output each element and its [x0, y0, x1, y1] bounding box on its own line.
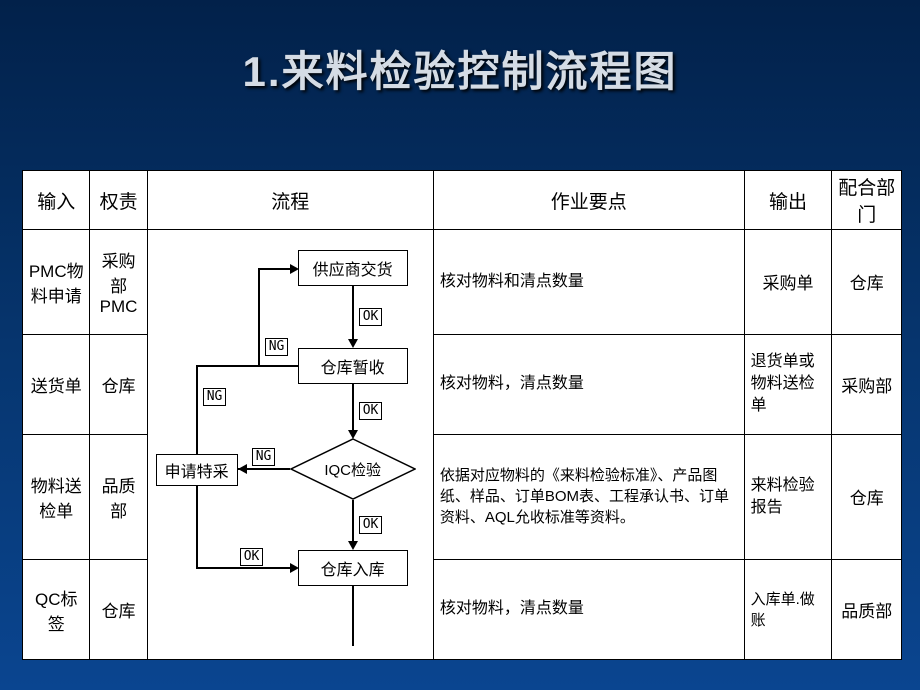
arrow-left-icon: [290, 264, 299, 274]
th-dept: 配合部门: [832, 171, 902, 230]
cell-output: 退货单或物料送检单: [744, 334, 832, 434]
th-flow: 流程: [147, 171, 433, 230]
edge-line: [352, 500, 354, 542]
edge-line: [258, 268, 290, 270]
process-table: 输入 权责 流程 作业要点 输出 配合部门 PMC物料申请 采购部 PMC 供应…: [22, 170, 902, 660]
cell-dept: 仓库: [832, 230, 902, 335]
cell-owner: 仓库: [90, 560, 147, 660]
edge-label-ng: NG: [203, 388, 227, 406]
cell-input: 送货单: [23, 334, 90, 434]
cell-input: 物料送检单: [23, 434, 90, 560]
cell-point: 依据对应物料的《来料检验标准》、产品图纸、样品、订单BOM表、工程承认书、订单资…: [433, 434, 744, 560]
th-output: 输出: [744, 171, 832, 230]
edge-line: [352, 586, 354, 646]
arrow-down-icon: [348, 541, 358, 550]
cell-owner: 品质部: [90, 434, 147, 560]
edge-line: [352, 384, 354, 432]
cell-output: 采购单: [744, 230, 832, 335]
edge-label-ng: NG: [252, 448, 276, 466]
flow-node-iqc-inspection: IQC检验: [290, 438, 416, 500]
th-input: 输入: [23, 171, 90, 230]
edge-line: [258, 268, 260, 367]
th-point: 作业要点: [433, 171, 744, 230]
edge-line: [196, 365, 258, 367]
cell-owner: 采购部 PMC: [90, 230, 147, 335]
flowchart-cell: 供应商交货 OK 仓库暂收 NG: [147, 230, 433, 660]
page-title: 1.来料检验控制流程图: [0, 0, 920, 99]
flow-node-warehouse-temp: 仓库暂收: [298, 348, 408, 384]
cell-owner: 仓库: [90, 334, 147, 434]
cell-point: 核对物料和清点数量: [433, 230, 744, 335]
cell-dept: 品质部: [832, 560, 902, 660]
th-owner: 权责: [90, 171, 147, 230]
edge-line: [196, 567, 290, 569]
cell-point: 核对物料，清点数量: [433, 560, 744, 660]
edge-label-ng: NG: [265, 338, 289, 356]
flowchart: 供应商交货 OK 仓库暂收 NG: [148, 230, 433, 659]
arrow-down-icon: [348, 339, 358, 348]
cell-output: 入库单.做账: [744, 560, 832, 660]
edge-label-ok: OK: [359, 402, 383, 420]
process-table-container: 输入 权责 流程 作业要点 输出 配合部门 PMC物料申请 采购部 PMC 供应…: [22, 170, 902, 660]
flow-node-special-purchase: 申请特采: [156, 454, 238, 486]
flow-node-supplier-delivery: 供应商交货: [298, 250, 408, 286]
flow-node-warehouse-in: 仓库入库: [298, 550, 408, 586]
cell-input: QC标签: [23, 560, 90, 660]
edge-line: [196, 365, 198, 454]
edge-label-ok: OK: [359, 516, 383, 534]
table-header-row: 输入 权责 流程 作业要点 输出 配合部门: [23, 171, 902, 230]
cell-dept: 采购部: [832, 334, 902, 434]
edge-label-ok: OK: [359, 308, 383, 326]
arrow-left-icon: [238, 464, 247, 474]
edge-label-ok: OK: [240, 548, 264, 566]
edge-line: [352, 286, 354, 339]
cell-input: PMC物料申请: [23, 230, 90, 335]
edge-line: [196, 486, 198, 568]
edge-line: [258, 365, 298, 367]
cell-point: 核对物料，清点数量: [433, 334, 744, 434]
diamond-label: IQC检验: [324, 459, 381, 480]
cell-output: 来料检验报告: [744, 434, 832, 560]
table-row: PMC物料申请 采购部 PMC 供应商交货 OK 仓库暂收: [23, 230, 902, 335]
cell-dept: 仓库: [832, 434, 902, 560]
